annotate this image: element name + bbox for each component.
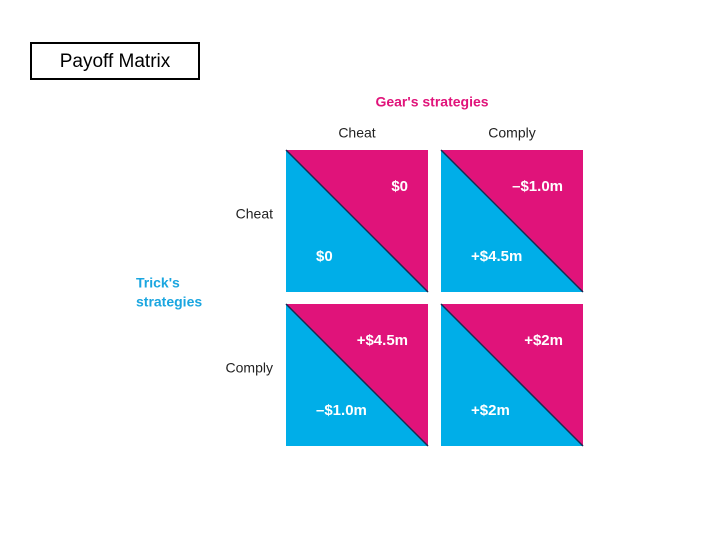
trick-payoff: –$1.0m [316,402,367,419]
title: Payoff Matrix [60,51,171,72]
title-box [30,42,200,80]
diagonal [440,149,584,293]
row-label: Cheat [236,206,273,222]
diagonal [285,303,429,447]
gear-payoff: +$2m [524,332,563,349]
row-header: Trick's [136,275,180,291]
row-label: Comply [226,360,273,376]
matrix: Cheat Comply Cheat Comply $0 $0 –$1.0m +$4.5m +$… [226,125,584,447]
row-header: strategies [136,294,202,310]
gear-payoff: –$1.0m [512,178,563,195]
trick-payoff: +$2m [471,402,510,419]
diagonal [440,303,584,447]
trick-payoff: $0 [316,248,333,265]
column-label: Cheat [338,125,375,141]
trick-payoff: +$4.5m [471,248,522,265]
gear-payoff: $0 [391,178,408,195]
gear-payoff: +$4.5m [357,332,408,349]
column-header: Gear's strategies [375,94,488,110]
column-label: Comply [488,125,535,141]
diagonal [285,149,429,293]
